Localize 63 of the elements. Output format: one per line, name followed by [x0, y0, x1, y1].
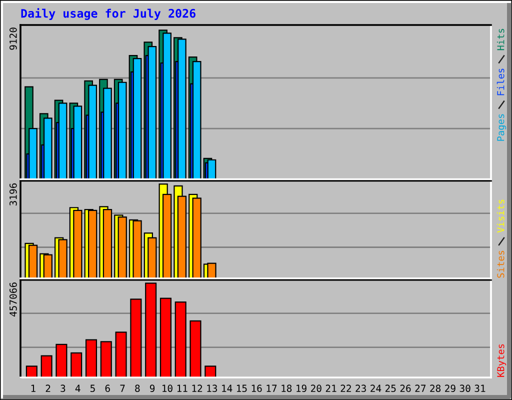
bar — [204, 366, 216, 378]
bar — [118, 216, 127, 278]
text: 3196 — [9, 183, 17, 206]
x-tick-label: 22 — [340, 384, 351, 392]
bar — [130, 298, 142, 378]
bar — [43, 254, 52, 278]
bar — [192, 198, 202, 278]
x-tick-label: 24 — [370, 384, 382, 392]
bar — [174, 301, 186, 378]
x-tick-label: 20 — [311, 384, 322, 392]
text: 9120 — [9, 28, 17, 50]
x-tick-label: 2 — [46, 384, 50, 392]
bar — [132, 220, 142, 278]
x-tick-label: 11 — [177, 384, 188, 392]
x-tick-label: 17 — [266, 384, 277, 392]
x-tick-label: 30 — [460, 384, 470, 392]
x-tick-label: 31 — [474, 384, 486, 392]
x-tick-label: 12 — [192, 384, 202, 392]
text: Visits — [496, 200, 504, 233]
bar — [28, 244, 38, 278]
text: KBytes — [497, 344, 506, 377]
x-tick-label: 9 — [150, 384, 155, 392]
bar — [100, 341, 112, 378]
bar — [190, 320, 202, 378]
x-tick-label: 5 — [90, 384, 95, 392]
bar — [26, 366, 38, 378]
x-tick-label: 14 — [222, 384, 232, 392]
bar — [207, 262, 216, 278]
x-tick-label: 10 — [162, 384, 172, 392]
x-tick-label: 26 — [400, 384, 411, 392]
text: Pages — [497, 114, 506, 141]
text: 457066 — [9, 282, 17, 317]
x-tick-label: 3 — [60, 384, 66, 392]
bar — [56, 344, 68, 378]
bar — [88, 210, 98, 278]
x-tick-label: 18 — [282, 384, 292, 392]
bar — [58, 239, 68, 278]
x-tick-label: 1 — [31, 384, 36, 392]
text: Hits — [496, 28, 504, 50]
bar — [73, 210, 82, 278]
bar — [85, 339, 98, 378]
x-tick-label: 25 — [385, 384, 396, 392]
x-tick-label: 16 — [252, 384, 262, 392]
x-tick-label: 13 — [207, 384, 218, 392]
x-tick-label: 6 — [105, 384, 110, 392]
x-tick-label: 8 — [135, 384, 140, 392]
text: Sites — [496, 250, 504, 278]
x-tick-label: 4 — [75, 384, 80, 392]
x-tick-label: 28 — [430, 384, 441, 392]
bar — [115, 332, 127, 378]
x-tick-label: 27 — [415, 384, 426, 392]
x-tick-label: 19 — [296, 384, 306, 392]
x-tick-label: 7 — [120, 384, 125, 392]
text: Files — [496, 68, 504, 96]
bar — [160, 298, 172, 378]
x-tick-label: 21 — [326, 384, 336, 392]
x-tick-label: 29 — [445, 384, 456, 392]
bar — [102, 208, 112, 278]
bar — [40, 355, 52, 378]
chart-title: Daily usage for July 2026 — [21, 8, 196, 20]
bar — [70, 352, 82, 378]
x-tick-label: 15 — [236, 384, 247, 392]
x-tick-label: 23 — [356, 384, 366, 392]
